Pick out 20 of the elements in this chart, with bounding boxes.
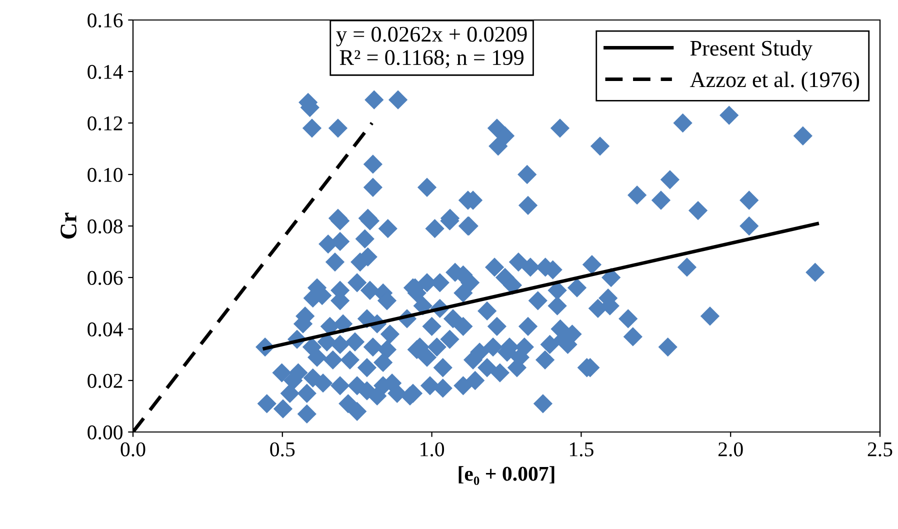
y-tick-label: 0.14 (88, 64, 123, 80)
y-tick-label: 0.08 (88, 219, 122, 234)
annotation: y = 0.0262x + 0.0209 R² = 0.1168; n = 199 (336, 26, 527, 68)
y-tick-label: 0.02 (88, 374, 122, 388)
y-axis-title: Cr (60, 212, 76, 239)
x-tick-label: 1.5 (570, 442, 594, 456)
x-tick-label: 0.0 (120, 442, 146, 456)
y-tick-label: 0.12 (88, 116, 122, 131)
x-tick-label: 2.5 (868, 442, 892, 456)
y-tick-label: 0.10 (88, 168, 122, 182)
y-tick-label: 0.06 (88, 270, 123, 286)
y-tick-label: 0.16 (88, 13, 123, 28)
y-tick-label: 0.00 (88, 425, 122, 440)
x-axis-title: [e₀ + 0.007] (458, 466, 554, 485)
x-tick-label: 2.0 (718, 442, 743, 456)
legend-label: Azzoz et al. (1976) (690, 72, 860, 92)
legend-label: Present Study (690, 40, 812, 60)
x-tick-label: 1.0 (420, 442, 444, 456)
y-tick-label: 0.04 (88, 322, 123, 337)
x-tick-label: 0.5 (270, 442, 295, 456)
